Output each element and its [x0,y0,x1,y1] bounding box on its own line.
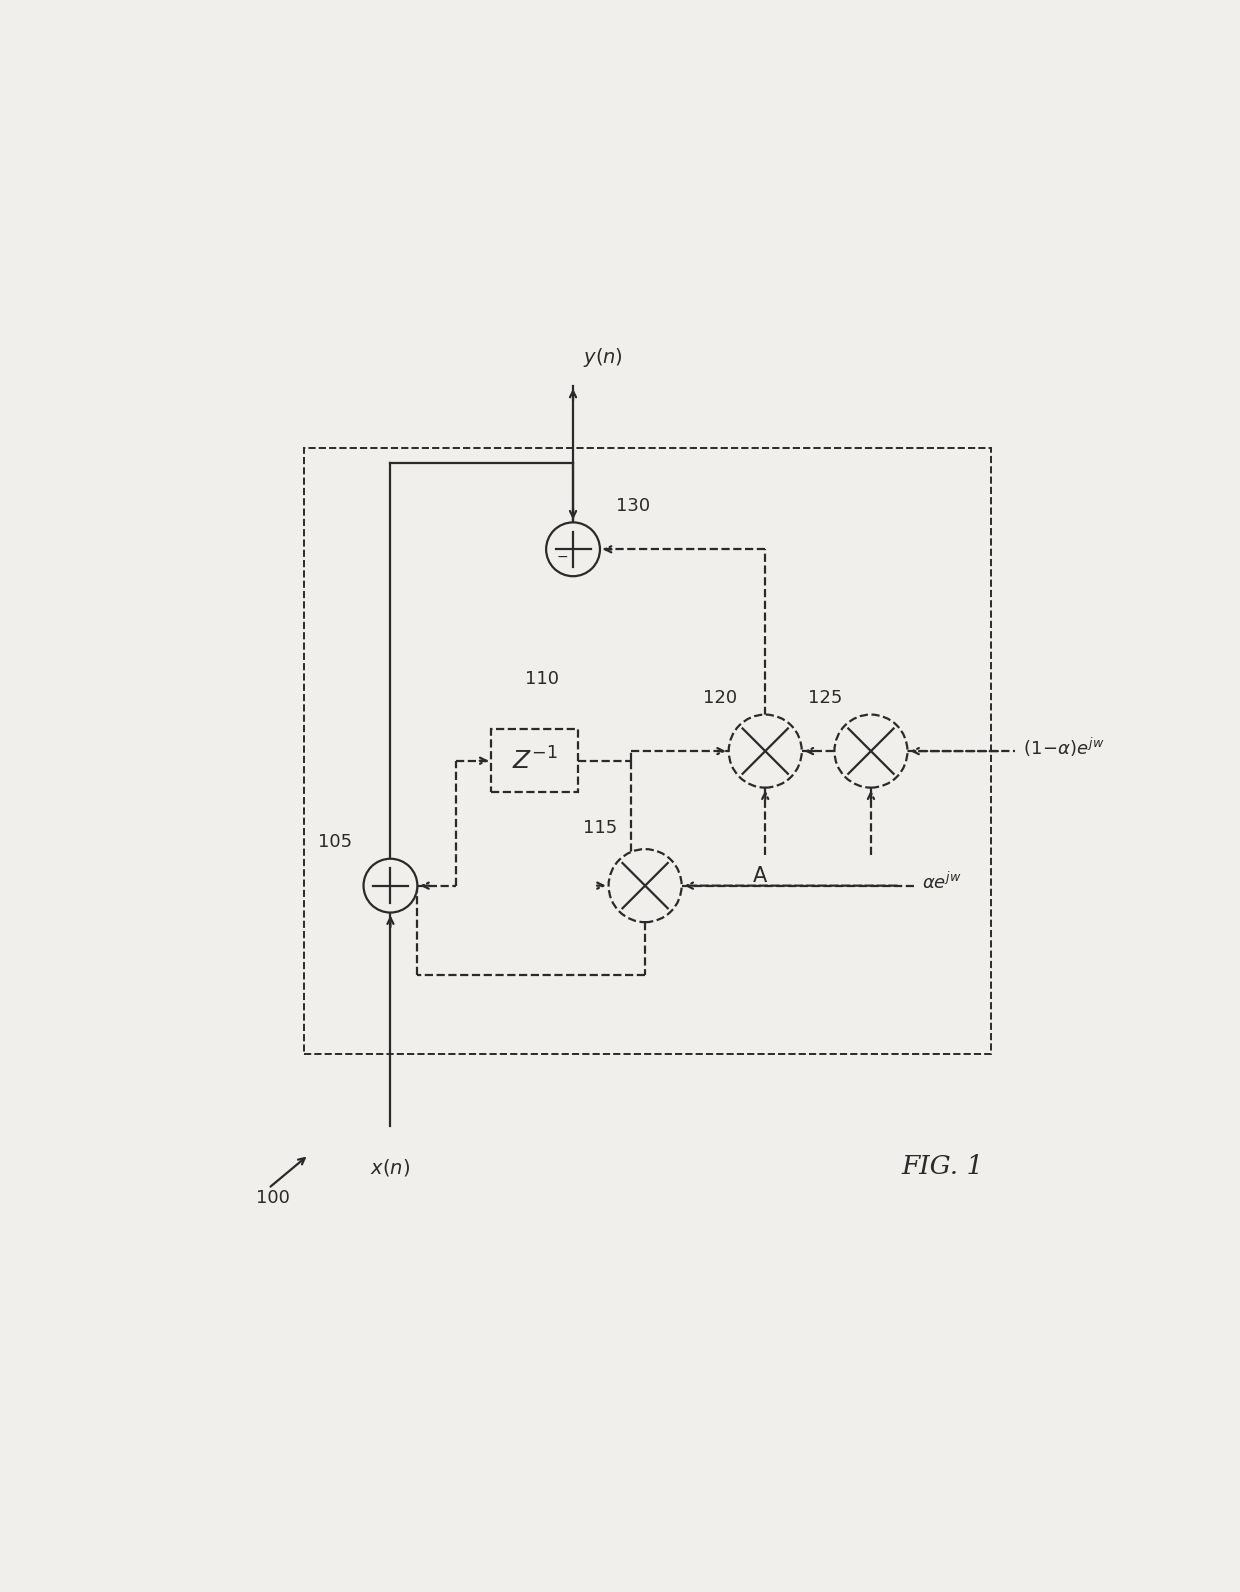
Text: $x(n)$: $x(n)$ [371,1157,410,1178]
Text: $-$: $-$ [556,549,568,564]
Circle shape [729,715,802,788]
Circle shape [609,849,682,922]
Text: $\alpha e^{jw}$: $\alpha e^{jw}$ [921,871,961,893]
Circle shape [363,858,418,912]
Text: 120: 120 [703,689,737,707]
Bar [304,449,991,1054]
Text: A: A [754,866,768,885]
Text: 130: 130 [616,497,651,514]
Text: FIG. 1: FIG. 1 [901,1154,985,1180]
Text: 110: 110 [525,670,559,688]
Text: $Z^{-1}$: $Z^{-1}$ [512,747,557,774]
Text: $(1\!-\!\alpha)e^{jw}$: $(1\!-\!\alpha)e^{jw}$ [1023,736,1104,759]
Text: 115: 115 [583,818,616,837]
Text: 125: 125 [808,689,843,707]
Text: 100: 100 [255,1189,290,1207]
Circle shape [546,522,600,576]
Text: 105: 105 [319,833,352,852]
Circle shape [835,715,908,788]
Bar [491,729,578,791]
Text: $y(n)$: $y(n)$ [583,345,622,369]
